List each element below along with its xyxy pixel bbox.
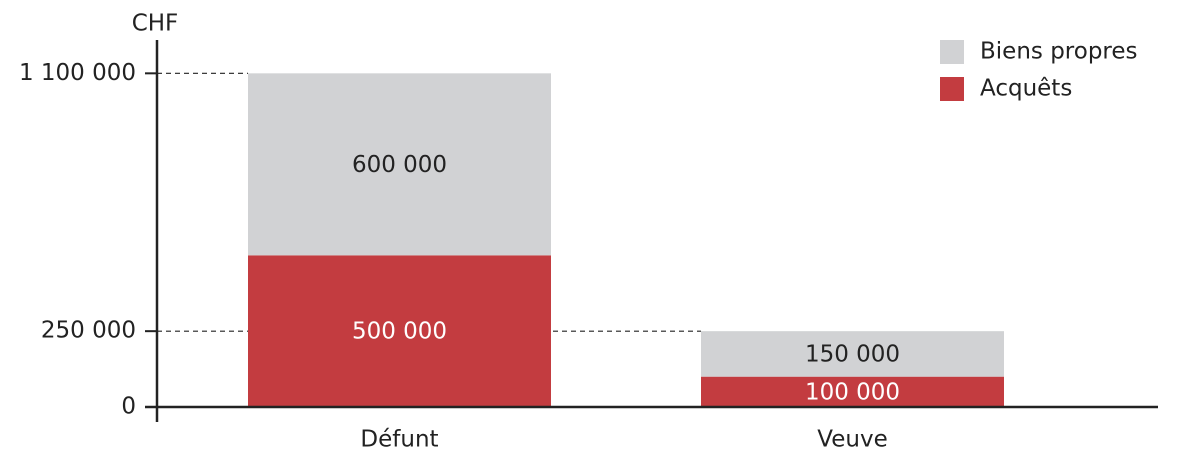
bar-segment (701, 331, 1004, 377)
bar-segment (248, 255, 551, 407)
y-axis-label: CHF (132, 11, 179, 37)
value-label: 600 000 (352, 152, 447, 178)
value-label: 500 000 (352, 319, 447, 345)
y-tick-label: 1 100 000 (19, 60, 136, 86)
bar-segment (248, 73, 551, 256)
y-tick-label: 0 (121, 394, 136, 420)
legend-label: Biens propres (980, 39, 1138, 65)
x-tick-label: Veuve (817, 427, 887, 453)
legend-swatch (940, 40, 964, 64)
bar-segment (701, 376, 1004, 407)
y-tick-label: 250 000 (41, 318, 136, 344)
x-tick-label: Défunt (360, 427, 438, 453)
legend-label: Acquêts (980, 76, 1072, 102)
legend-swatch (940, 77, 964, 101)
value-label: 100 000 (805, 379, 900, 405)
value-label: 150 000 (805, 341, 900, 367)
